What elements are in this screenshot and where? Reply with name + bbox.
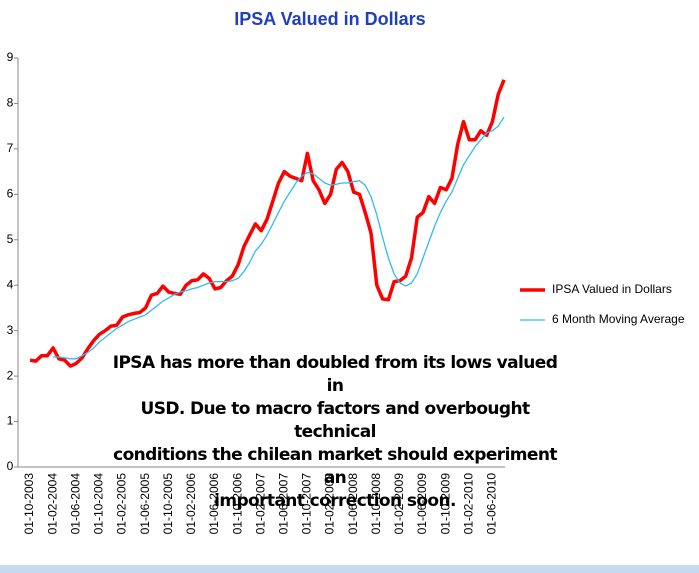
- y-tick-label: 3: [7, 323, 14, 337]
- x-tick-label: 01-02-2005: [115, 473, 129, 535]
- x-tick-label: 01-10-2008: [369, 473, 383, 535]
- x-tick-label: 01-06-2005: [138, 473, 152, 535]
- y-tick-label: 4: [7, 277, 14, 291]
- annotation-line: IPSA has more than doubled from its lows…: [112, 353, 558, 396]
- x-tick-label: 01-10-2004: [92, 473, 106, 535]
- x-tick-label: 01-06-2008: [346, 473, 360, 535]
- x-tick-label: 01-02-2010: [461, 473, 475, 535]
- y-tick-label: 6: [7, 187, 14, 201]
- y-tick-label: 2: [7, 368, 14, 382]
- y-tick-label: 5: [7, 232, 14, 246]
- annotation-line: USD. Due to macro factors and overbought…: [140, 399, 530, 442]
- annotation: IPSA has more than doubled from its lows…: [110, 352, 560, 513]
- x-tick-label: 01-02-2006: [184, 473, 198, 535]
- x-tick-label: 01-10-2005: [161, 473, 175, 535]
- annotation-line: important correction soon.: [214, 491, 456, 511]
- y-tick-label: 0: [7, 459, 14, 473]
- y-tick-label: 8: [7, 96, 14, 110]
- chart-title: IPSA Valued in Dollars: [234, 9, 425, 29]
- legend-label: 6 Month Moving Average: [552, 312, 685, 326]
- x-tick-label: 01-10-2007: [300, 473, 314, 535]
- x-tick-label: 01-06-2010: [485, 473, 499, 535]
- x-tick-label: 01-10-2009: [438, 473, 452, 535]
- x-tick-label: 01-06-2006: [207, 473, 221, 535]
- x-tick-label: 01-02-2004: [45, 473, 59, 535]
- x-tick-label: 01-06-2007: [276, 473, 290, 535]
- x-tick-label: 01-10-2006: [230, 473, 244, 535]
- x-tick-label: 01-06-2009: [415, 473, 429, 535]
- y-tick-label: 1: [7, 414, 14, 428]
- x-tick-label: 01-06-2004: [68, 473, 82, 535]
- y-tick-label: 9: [7, 50, 14, 64]
- bottom-bar: [0, 565, 699, 573]
- x-tick-label: 01-02-2009: [392, 473, 406, 535]
- y-tick-label: 7: [7, 141, 14, 155]
- legend-label: IPSA Valued in Dollars: [552, 282, 672, 296]
- x-tick-label: 01-02-2008: [323, 473, 337, 535]
- x-tick-label: 01-10-2003: [22, 473, 36, 535]
- series-line: [29, 79, 506, 368]
- annotation-line: conditions the chilean market should exp…: [113, 445, 557, 488]
- x-tick-label: 01-02-2007: [253, 473, 267, 535]
- series-line: [53, 116, 505, 360]
